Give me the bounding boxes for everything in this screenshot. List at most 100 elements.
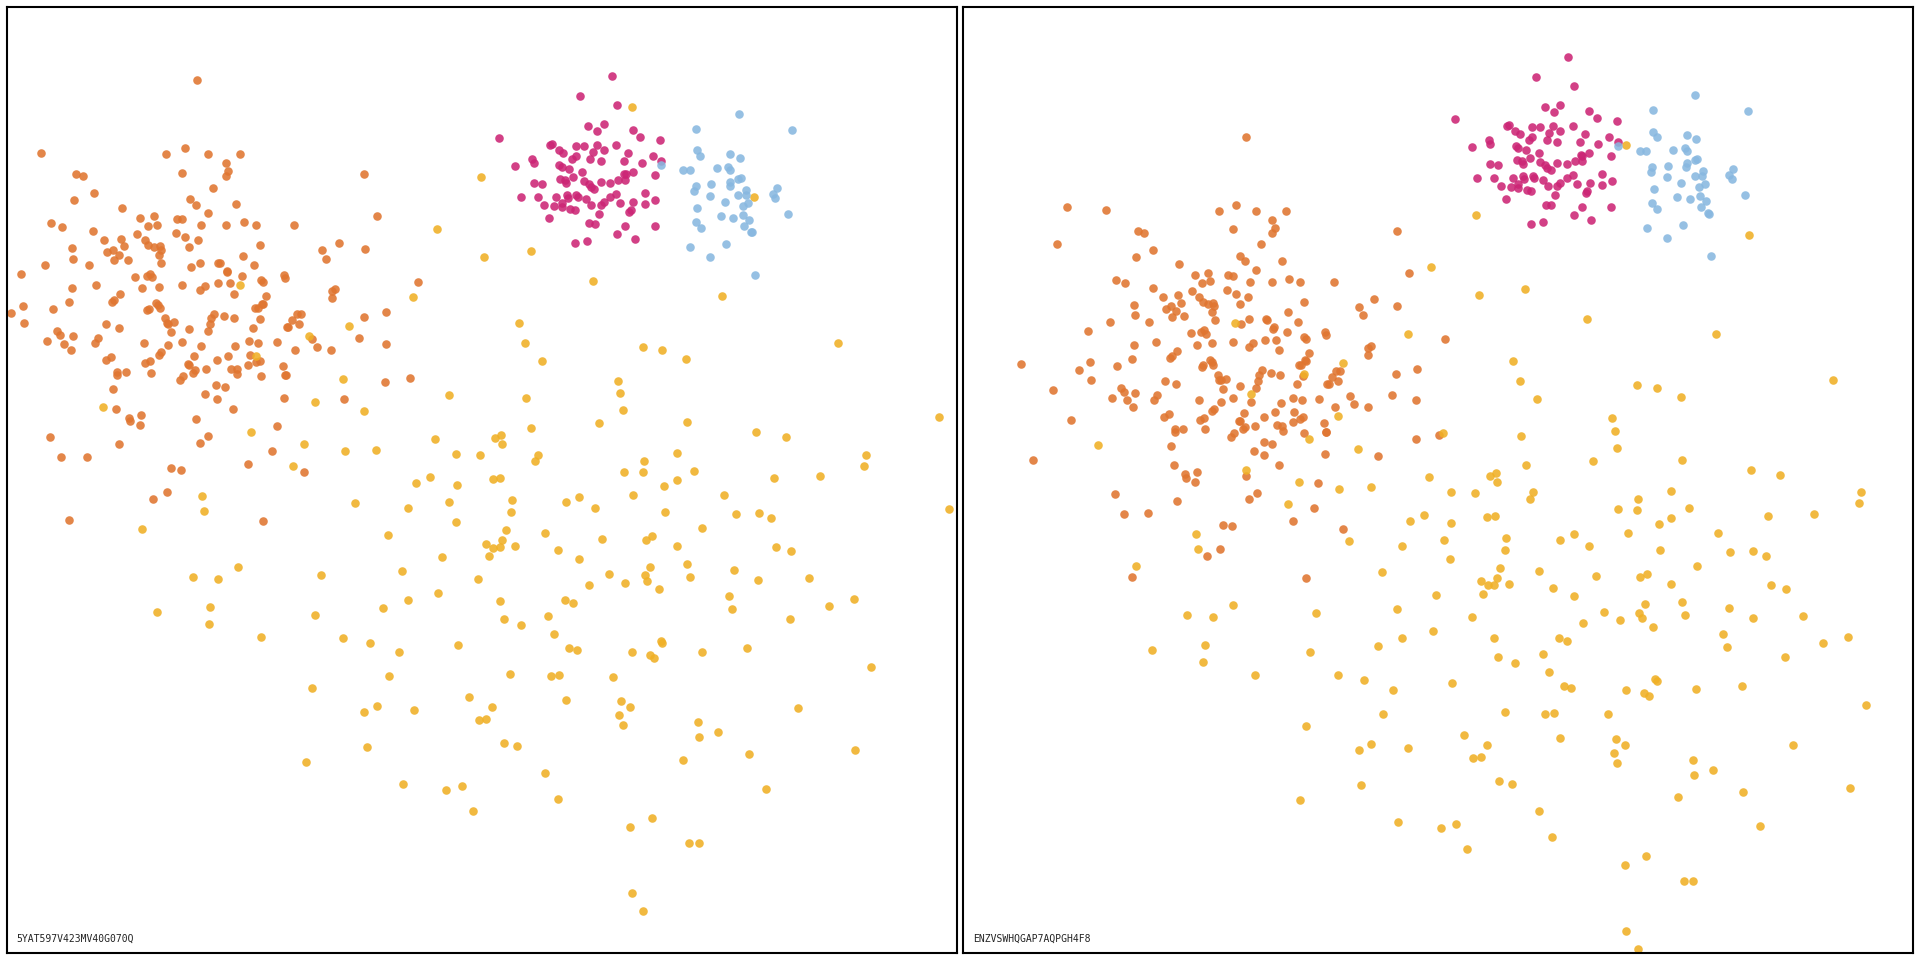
Point <box>1703 525 1734 540</box>
Point <box>1212 282 1242 298</box>
Point <box>728 207 758 223</box>
Point <box>1528 173 1559 188</box>
Point <box>474 548 505 564</box>
Point <box>1215 429 1246 444</box>
Point <box>1603 138 1634 154</box>
Point <box>167 369 198 384</box>
Point <box>1482 570 1513 586</box>
Point <box>1638 181 1668 197</box>
Point <box>574 578 605 593</box>
Point <box>1755 578 1786 593</box>
Point <box>104 320 134 335</box>
Point <box>1348 308 1379 324</box>
Point <box>1478 170 1509 185</box>
Point <box>783 700 814 715</box>
Point <box>1490 191 1521 206</box>
Point <box>488 533 518 548</box>
Point <box>682 122 712 137</box>
Point <box>732 640 762 656</box>
Point <box>1265 367 1296 382</box>
Point <box>1075 355 1106 371</box>
Point <box>1148 409 1179 424</box>
Point <box>1728 784 1759 800</box>
Point <box>1505 428 1536 444</box>
Point <box>1386 539 1417 554</box>
Point <box>1555 680 1586 695</box>
Point <box>1298 500 1329 516</box>
Point <box>227 248 257 263</box>
Point <box>1139 242 1169 257</box>
Point <box>1100 487 1131 502</box>
Point <box>397 289 428 304</box>
Point <box>1651 169 1682 184</box>
Point <box>90 352 121 368</box>
Point <box>1160 421 1190 437</box>
Point <box>83 330 113 346</box>
Point <box>278 458 309 473</box>
Point <box>551 175 582 190</box>
Point <box>1323 373 1354 389</box>
Point <box>486 427 516 443</box>
Point <box>1480 466 1511 481</box>
Point <box>1206 372 1236 388</box>
Point <box>1645 541 1676 557</box>
Point <box>225 277 255 293</box>
Point <box>36 215 67 230</box>
Point <box>223 560 253 575</box>
Point <box>645 634 676 649</box>
Point <box>1482 474 1513 490</box>
Point <box>637 810 668 826</box>
Point <box>551 494 582 510</box>
Point <box>1162 376 1192 392</box>
Point <box>115 414 146 429</box>
Point <box>238 320 269 335</box>
Point <box>611 167 641 182</box>
Point <box>79 224 109 239</box>
Point <box>384 644 415 660</box>
Point <box>349 704 380 719</box>
Point <box>561 138 591 154</box>
Point <box>98 292 129 307</box>
Point <box>246 369 276 384</box>
Point <box>1574 539 1605 554</box>
Point <box>726 170 756 185</box>
Point <box>1478 631 1509 646</box>
Point <box>1471 737 1501 753</box>
Point <box>1177 283 1208 299</box>
Point <box>1196 304 1227 320</box>
Point <box>156 324 186 340</box>
Point <box>580 500 611 516</box>
Point <box>244 353 275 369</box>
Point <box>1200 312 1231 327</box>
Point <box>113 252 144 267</box>
Point <box>1521 392 1551 407</box>
Point <box>732 182 762 198</box>
Point <box>733 195 764 210</box>
Point <box>1250 332 1281 348</box>
Point <box>1286 357 1317 372</box>
Point <box>1596 149 1626 164</box>
Point <box>1509 171 1540 186</box>
Point <box>601 226 632 241</box>
Point <box>1684 180 1715 195</box>
Point <box>639 192 670 207</box>
Point <box>1235 312 1265 327</box>
Point <box>756 510 787 525</box>
Point <box>1139 280 1169 296</box>
Point <box>1622 942 1653 957</box>
Point <box>1482 650 1513 665</box>
Point <box>714 146 745 161</box>
Point <box>296 331 326 347</box>
Point <box>1359 292 1390 307</box>
Point <box>138 208 169 224</box>
Point <box>211 169 242 184</box>
Point <box>1250 312 1281 327</box>
Point <box>1304 475 1334 491</box>
Point <box>1601 756 1632 771</box>
Point <box>741 424 772 440</box>
Point <box>88 399 119 415</box>
Point <box>1116 569 1146 585</box>
Point <box>1653 157 1684 173</box>
Point <box>1511 281 1542 297</box>
Point <box>194 616 225 632</box>
